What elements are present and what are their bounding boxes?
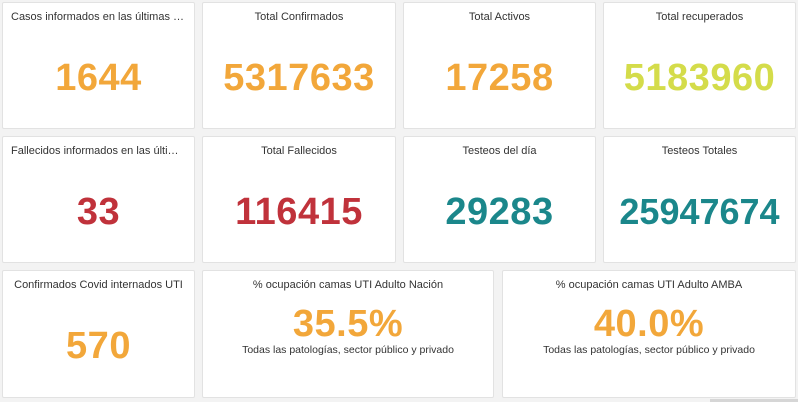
card-testeos-totales[interactable]: Testeos Totales 25947674 <box>603 136 796 263</box>
card-title: Fallecidos informados en las últimas 24 … <box>11 145 186 157</box>
card-title: Total Activos <box>468 11 531 23</box>
card-title: Testeos del día <box>462 145 537 157</box>
card-ocupacion-amba[interactable]: % ocupación camas UTI Adulto AMBA 40.0% … <box>502 270 796 398</box>
card-subtitle: Todas las patologías, sector público y p… <box>543 344 755 356</box>
card-value: 29283 <box>445 191 554 233</box>
card-value: 570 <box>66 325 131 367</box>
card-title: Total Fallecidos <box>261 145 337 157</box>
card-subtitle: Todas las patologías, sector público y p… <box>242 344 454 356</box>
card-title: Confirmados Covid internados UTI <box>14 279 183 291</box>
card-title: Total Confirmados <box>254 11 344 23</box>
card-value: 17258 <box>445 57 554 99</box>
card-total-activos[interactable]: Total Activos 17258 <box>403 2 596 129</box>
card-fallecidos-24hs[interactable]: Fallecidos informados en las últimas 24 … <box>2 136 195 263</box>
card-total-confirmados[interactable]: Total Confirmados 5317633 <box>202 2 396 129</box>
card-value: 1644 <box>55 57 142 99</box>
card-title: Testeos Totales <box>661 145 738 157</box>
horizontal-scrollbar[interactable] <box>710 399 798 402</box>
card-total-fallecidos[interactable]: Total Fallecidos 116415 <box>202 136 396 263</box>
card-title: % ocupación camas UTI Adulto AMBA <box>555 279 743 291</box>
card-value: 5317633 <box>223 57 375 99</box>
card-title: Total recuperados <box>655 11 744 23</box>
card-internados-uti[interactable]: Confirmados Covid internados UTI 570 <box>2 270 195 398</box>
card-value: 33 <box>76 191 121 233</box>
card-ocupacion-nacion[interactable]: % ocupación camas UTI Adulto Nación 35.5… <box>202 270 494 398</box>
card-title: % ocupación camas UTI Adulto Nación <box>252 279 444 291</box>
card-value: 35.5% <box>292 303 404 345</box>
card-casos-24hs[interactable]: Casos informados en las últimas 24 hs 16… <box>2 2 195 129</box>
card-total-recuperados[interactable]: Total recuperados 5183960 <box>603 2 796 129</box>
card-title: Casos informados en las últimas 24 hs <box>11 11 186 23</box>
card-testeos-dia[interactable]: Testeos del día 29283 <box>403 136 596 263</box>
card-value: 40.0% <box>593 303 705 345</box>
card-value: 116415 <box>235 191 363 233</box>
card-value: 25947674 <box>619 191 780 232</box>
card-value: 5183960 <box>623 57 776 99</box>
